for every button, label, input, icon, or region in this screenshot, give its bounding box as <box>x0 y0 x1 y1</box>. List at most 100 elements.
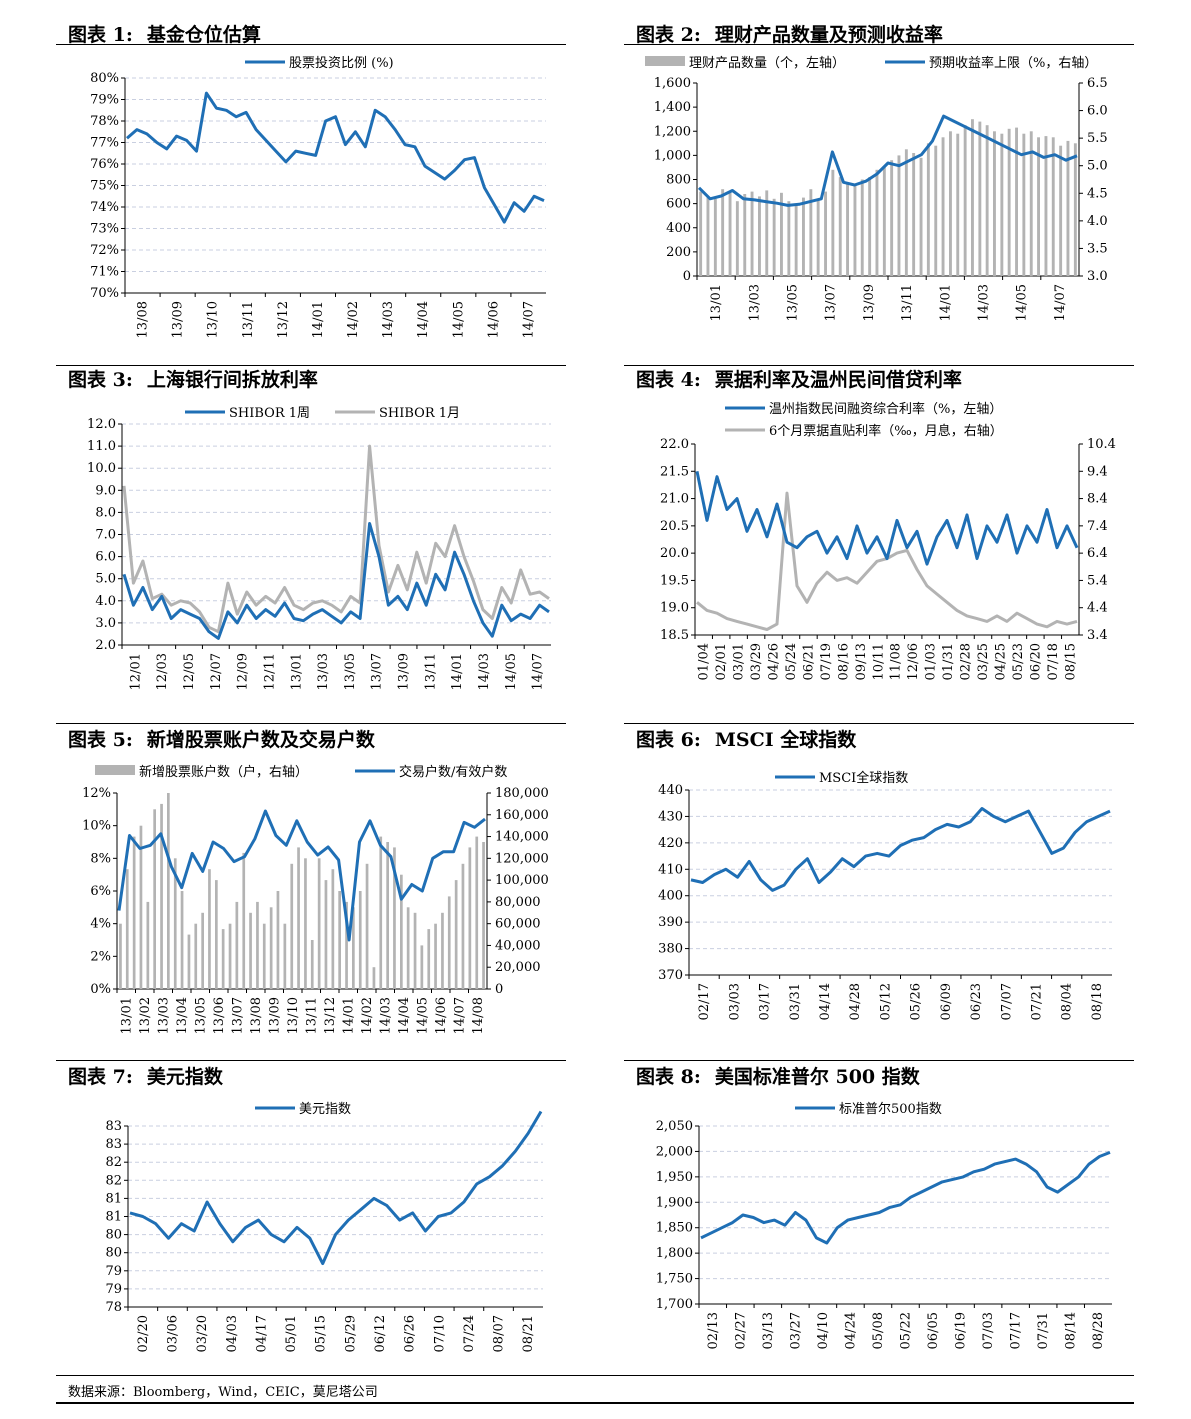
y-tick-label: 0% <box>90 982 111 997</box>
x-tick-label: 04/25 <box>993 643 1008 680</box>
y-tick-label: 21.5 <box>660 464 689 479</box>
bar-product-count <box>853 185 857 276</box>
y-tick-label: 5.0 <box>95 572 116 587</box>
series-line-sp500 <box>700 1151 1111 1245</box>
bar-product-count <box>875 169 879 276</box>
x-tick-label: 08/07 <box>492 1315 507 1352</box>
y-tick-label: 1,700 <box>656 1297 693 1312</box>
x-tick-label: 07/17 <box>1009 1312 1024 1349</box>
bar-new-accounts <box>386 842 389 989</box>
x-tick-label: 03/13 <box>761 1312 776 1349</box>
bar-product-count <box>985 125 989 276</box>
y-tick-label-right: 8.4 <box>1087 492 1108 507</box>
x-tick-label: 08/28 <box>1091 1312 1106 1349</box>
bar-new-accounts <box>406 907 410 989</box>
bar-new-accounts <box>447 896 451 989</box>
bar-new-accounts <box>310 940 314 989</box>
bar-product-count <box>941 137 945 276</box>
bar-new-accounts <box>125 869 129 989</box>
y-tick-label: 1,000 <box>654 148 691 163</box>
bar-new-accounts <box>153 809 156 989</box>
y-tick-label: 8.0 <box>95 505 116 520</box>
bar-product-count <box>1059 145 1063 276</box>
panel-title: 图表 4: 票据利率及温州民间借贷利率 <box>636 369 962 391</box>
bar-product-count <box>713 198 717 276</box>
y-tick-label: 1,400 <box>654 100 691 115</box>
y-tick-label: 410 <box>658 862 683 877</box>
bar-new-accounts <box>167 793 170 989</box>
bar-new-accounts <box>201 912 204 989</box>
y-tick-label: 420 <box>658 836 683 851</box>
x-tick-label: 04/28 <box>848 983 863 1020</box>
x-tick-label: 14/03 <box>977 284 992 321</box>
x-tick-label: 05/12 <box>878 983 893 1020</box>
panel-5: 图表 5: 新增股票账户数及交易户数 <box>56 723 568 1065</box>
x-tick-label: 02/27 <box>733 1312 748 1349</box>
x-tick-label: 08/14 <box>1064 1312 1079 1349</box>
x-tick-label: 12/05 <box>182 653 197 690</box>
bar-new-accounts <box>468 847 472 989</box>
bar-new-accounts <box>221 929 225 989</box>
y-tick-label: 79% <box>90 93 119 108</box>
legend-swatch <box>95 765 135 775</box>
bar-new-accounts <box>331 869 335 989</box>
x-tick-label: 05/29 <box>343 1315 358 1352</box>
bar-new-accounts <box>365 863 369 989</box>
x-tick-label: 08/16 <box>836 643 851 680</box>
y-tick-label-right: 10.4 <box>1087 437 1116 452</box>
y-tick-label-right: 160,000 <box>495 808 549 823</box>
x-tick-label: 07/31 <box>1036 1312 1051 1349</box>
source-note: 数据来源：Bloomberg，Wind，CEIC，莫尼塔公司 <box>68 1385 378 1400</box>
bar-new-accounts <box>427 929 431 989</box>
y-tick-label-right: 5.4 <box>1087 573 1108 588</box>
y-tick-label-right: 180,000 <box>495 786 549 801</box>
bar-new-accounts <box>283 923 287 989</box>
x-tick-label: 04/14 <box>818 983 833 1020</box>
x-tick-label: 04/03 <box>225 1315 240 1352</box>
bar-new-accounts <box>139 825 143 989</box>
bar-product-count <box>919 157 923 276</box>
x-tick-label: 06/20 <box>1028 643 1043 680</box>
y-tick-label: 390 <box>658 915 683 930</box>
x-tick-label: 03/06 <box>165 1315 180 1352</box>
y-tick-label: 78% <box>90 114 119 129</box>
bar-product-count <box>758 196 761 276</box>
bar-product-count <box>934 145 938 276</box>
legend-swatch <box>645 56 685 66</box>
x-tick-label: 14/07 <box>521 301 536 338</box>
x-tick-label: 05/08 <box>871 1312 886 1349</box>
x-tick-label: 14/02 <box>346 301 361 338</box>
x-tick-label: 13/05 <box>343 653 358 690</box>
x-tick-label: 03/01 <box>732 643 747 680</box>
panel-title: 图表 8: 美国标准普尔 500 指数 <box>636 1066 920 1088</box>
x-tick-label: 13/06 <box>212 997 227 1034</box>
x-tick-label: 13/04 <box>175 997 190 1034</box>
bar-new-accounts <box>379 836 383 989</box>
x-tick-label: 05/22 <box>899 1312 914 1349</box>
x-tick-label: 06/12 <box>373 1315 388 1352</box>
y-tick-label: 1,750 <box>656 1272 693 1287</box>
x-tick-label: 02/17 <box>697 983 712 1020</box>
y-tick-label: 6.0 <box>95 550 116 565</box>
y-tick-label: 82 <box>105 1155 122 1170</box>
x-tick-label: 11/08 <box>889 643 904 680</box>
x-tick-label: 05/24 <box>784 643 799 680</box>
x-tick-label: 08/21 <box>521 1315 536 1352</box>
x-tick-label: 03/25 <box>976 643 991 680</box>
x-tick-label: 13/11 <box>241 301 256 338</box>
x-tick-label: 07/10 <box>432 1315 447 1352</box>
x-tick-label: 14/01 <box>450 653 465 690</box>
panel-1: 图表 1: 基金仓位估算 <box>56 20 568 360</box>
x-tick-label: 12/09 <box>236 653 251 690</box>
y-tick-label-right: 3.4 <box>1087 628 1108 643</box>
bar-product-count <box>1066 140 1070 276</box>
bar-new-accounts <box>441 912 444 989</box>
x-tick-label: 06/09 <box>939 983 954 1020</box>
x-tick-label: 13/09 <box>397 653 412 690</box>
y-tick-label: 6% <box>90 884 111 899</box>
x-tick-label: 13/07 <box>370 653 385 690</box>
y-tick-label: 1,600 <box>654 76 691 91</box>
y-tick-label: 370 <box>658 968 683 983</box>
x-tick-label: 13/09 <box>171 301 186 338</box>
bar-product-count <box>780 192 783 276</box>
